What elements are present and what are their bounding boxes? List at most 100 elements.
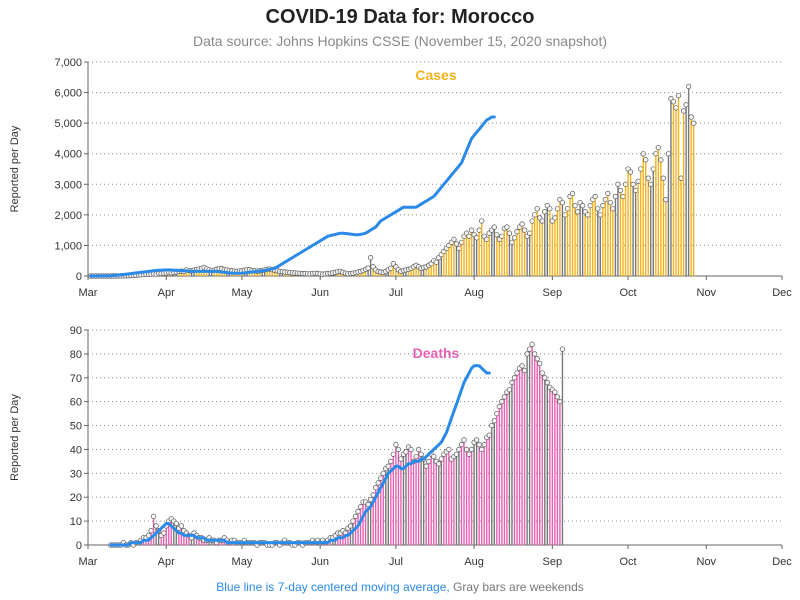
cases-daily-point (597, 212, 603, 218)
cases-daily-point (650, 166, 656, 172)
cases-x-tick-label: Jul (389, 287, 403, 299)
cases-moving-average-line (89, 115, 496, 278)
cases-x-tick-label: May (232, 287, 253, 299)
cases-daily-point (466, 233, 472, 239)
deaths-daily-point (529, 341, 535, 347)
deaths-daily-point (494, 410, 500, 417)
deaths-y-tick-label: 70 (70, 373, 82, 385)
deaths-daily-point (380, 470, 386, 476)
cases-daily-point (484, 236, 490, 242)
deaths-daily-point (178, 523, 185, 529)
cases-daily-point (663, 196, 669, 203)
cases-daily-point (691, 120, 697, 126)
cases-daily-point (632, 187, 639, 194)
chart-footnote: Blue line is 7-day centered moving avera… (0, 580, 800, 594)
cases-daily-point (564, 206, 571, 212)
cases-daily-point (491, 224, 497, 230)
cases-daily-point (600, 203, 606, 209)
deaths-daily-point (373, 485, 379, 491)
cases-daily-point (451, 236, 457, 242)
deaths-daily-point (347, 523, 354, 529)
deaths-daily-point (509, 379, 515, 386)
cases-daily-point (458, 239, 465, 246)
deaths-daily-point (557, 399, 563, 405)
deaths-daily-point (552, 389, 558, 395)
deaths-daily-point (173, 520, 179, 527)
cases-y-tick-label: 6,000 (54, 88, 82, 100)
cases-daily-point (645, 175, 651, 181)
cases-daily-point (547, 206, 553, 212)
deaths-y-tick-label: 40 (70, 444, 82, 456)
cases-daily-point (526, 230, 533, 236)
deaths-daily-point (511, 375, 518, 381)
deaths-daily-point (532, 351, 538, 357)
cases-y-tick-label: 0 (76, 271, 82, 283)
cases-y-tick-label: 5,000 (54, 118, 82, 130)
cases-daily-point (574, 209, 581, 215)
deaths-y-tick-label: 0 (76, 540, 82, 552)
cases-daily-point (665, 151, 672, 157)
cases-daily-point (453, 241, 460, 247)
deaths-daily-point (453, 451, 460, 457)
cases-daily-point (643, 157, 649, 163)
deaths-daily-point (378, 475, 384, 481)
footnote-moving-average: Blue line is 7-day centered moving avera… (216, 580, 450, 594)
deaths-daily-point (375, 480, 381, 486)
deaths-daily-point (418, 451, 424, 457)
deaths-daily-point (150, 513, 157, 519)
deaths-daily-point (385, 463, 391, 469)
cases-x-tick-label: Jun (311, 287, 329, 299)
cases-panel-title: Cases (415, 67, 456, 83)
deaths-y-axis-title: Reported per Day (9, 394, 21, 481)
cases-daily-point (587, 203, 593, 209)
cases-daily-point (572, 203, 578, 209)
deaths-daily-point (436, 461, 442, 467)
cases-daily-point (388, 265, 394, 272)
deaths-daily-point (491, 418, 497, 424)
cases-x-tick-label: Nov (697, 287, 717, 299)
cases-daily-point (622, 181, 629, 187)
cases-daily-point (519, 221, 525, 227)
cases-x-tick-label: Dec (772, 287, 792, 299)
deaths-y-tick-label: 60 (70, 397, 82, 409)
deaths-panel-title: Deaths (413, 345, 460, 361)
chart-title: COVID-19 Data for: Morocco (265, 6, 535, 28)
deaths-daily-point (431, 453, 437, 460)
deaths-daily-point (408, 446, 414, 453)
deaths-daily-point (456, 446, 462, 453)
deaths-daily-point (438, 456, 444, 462)
cases-daily-point (521, 227, 528, 233)
cases-daily-point (367, 255, 374, 261)
cases-daily-point (655, 144, 661, 151)
cases-y-tick-label: 2,000 (54, 210, 82, 222)
cases-x-tick-label: Apr (158, 287, 175, 299)
deaths-daily-point (350, 518, 356, 524)
deaths-daily-point (496, 403, 503, 410)
cases-x-tick-label: Oct (619, 287, 636, 299)
deaths-y-tick-label: 10 (70, 516, 82, 528)
cases-daily-point (685, 83, 692, 90)
cases-daily-point (658, 157, 664, 163)
cases-daily-point (592, 193, 598, 200)
deaths-x-tick-label: Dec (772, 556, 792, 568)
cases-daily-point (569, 190, 576, 197)
cases-y-tick-label: 1,000 (54, 240, 82, 252)
cases-daily-point (653, 151, 659, 157)
cases-y-tick-label: 7,000 (54, 57, 82, 69)
cases-daily-point (562, 212, 568, 218)
deaths-daily-point (476, 442, 482, 448)
deaths-x-tick-label: May (232, 556, 253, 568)
cases-daily-point (585, 212, 591, 218)
footnote-weekends: Gray bars are weekends (449, 580, 584, 594)
deaths-daily-point (524, 351, 530, 357)
deaths-daily-point (521, 367, 528, 374)
deaths-daily-point (519, 363, 525, 369)
chart-subtitle: Data source: Johns Hopkins CSSE (Novembe… (193, 33, 607, 49)
cases-daily-point (559, 199, 566, 206)
deaths-daily-point (403, 449, 409, 455)
deaths-y-tick-label: 90 (70, 325, 82, 337)
cases-daily-point (640, 151, 646, 157)
deaths-daily-point (526, 346, 533, 352)
deaths-daily-point (466, 451, 472, 457)
